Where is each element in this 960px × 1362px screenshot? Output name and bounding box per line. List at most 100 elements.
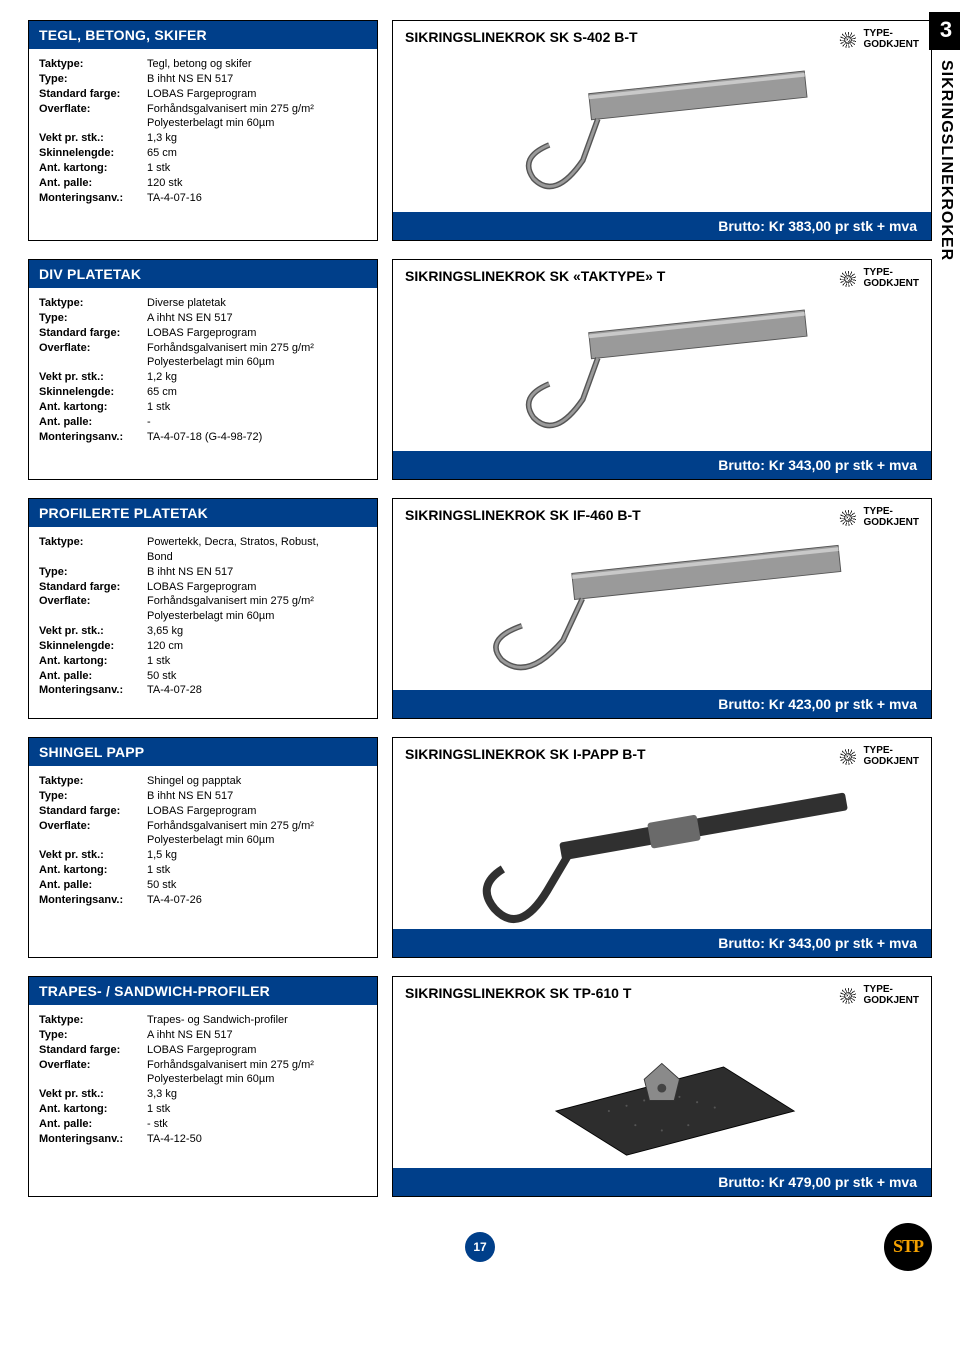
product-row: DIV PLATETAK Taktype: Diverse platetak T… (28, 259, 932, 480)
approval-badge: TYPE-GODKJENT (837, 29, 919, 50)
product-row: TEGL, BETONG, SKIFER Taktype: Tegl, beto… (28, 20, 932, 241)
spec-value: TA-4-07-16 (147, 191, 202, 206)
spec-line: Vekt pr. stk.: 3,3 kg (39, 1087, 367, 1102)
spec-line: Ant. kartong: 1 stk (39, 161, 367, 176)
spec-label: Standard farge: (39, 804, 147, 819)
spec-label: Overflate: (39, 819, 147, 834)
product-box: SIKRINGSLINEKROK SK S-402 B-T TYPE-GODKJ… (392, 20, 932, 241)
spec-label: Type: (39, 72, 147, 87)
spec-label: Monteringsanv.: (39, 191, 147, 206)
spec-label: Monteringsanv.: (39, 430, 147, 445)
product-row: TRAPES- / SANDWICH-PROFILER Taktype: Tra… (28, 976, 932, 1197)
spec-value: TA-4-07-18 (G-4-98-72) (147, 430, 262, 445)
spec-body: Taktype: Shingel og papptak Type: B ihht… (29, 766, 377, 918)
spec-label: Standard farge: (39, 326, 147, 341)
spec-title: TEGL, BETONG, SKIFER (29, 21, 377, 49)
spec-value: LOBAS Fargeprogram (147, 580, 256, 595)
spec-value: 1,3 kg (147, 131, 177, 146)
spec-value: A ihht NS EN 517 (147, 1028, 233, 1043)
spec-label: Type: (39, 1028, 147, 1043)
spec-line: Monteringsanv.: TA-4-12-50 (39, 1132, 367, 1147)
spec-value: 65 cm (147, 146, 177, 161)
spec-value: TA-4-12-50 (147, 1132, 202, 1147)
side-label: SIKRINGSLINEKROKER (937, 60, 955, 261)
spec-label: Ant. palle: (39, 1117, 147, 1132)
spec-value: Polyesterbelagt min 60µm (147, 1072, 274, 1087)
spec-value: Polyesterbelagt min 60µm (147, 116, 274, 131)
spec-label: Taktype: (39, 774, 147, 789)
approval-text: TYPE-GODKJENT (863, 29, 919, 50)
spec-label: Standard farge: (39, 1043, 147, 1058)
spec-title: DIV PLATETAK (29, 260, 377, 288)
spec-label (39, 355, 147, 370)
approval-badge: TYPE-GODKJENT (837, 507, 919, 528)
spec-label: Overflate: (39, 594, 147, 609)
spec-value: B ihht NS EN 517 (147, 565, 233, 580)
spec-label: Standard farge: (39, 580, 147, 595)
spec-line: Ant. palle: 50 stk (39, 878, 367, 893)
product-head: SIKRINGSLINEKROK SK I-PAPP B-T TYPE-GODK… (393, 738, 931, 771)
spec-value: Tegl, betong og skifer (147, 57, 252, 72)
spec-line: Taktype: Trapes- og Sandwich-profiler (39, 1013, 367, 1028)
spec-label: Skinnelengde: (39, 639, 147, 654)
spec-line: Standard farge: LOBAS Fargeprogram (39, 580, 367, 595)
spec-label: Skinnelengde: (39, 146, 147, 161)
spec-line: Monteringsanv.: TA-4-07-16 (39, 191, 367, 206)
spec-label: Taktype: (39, 57, 147, 72)
spec-value: 1,2 kg (147, 370, 177, 385)
spec-value: 120 cm (147, 639, 183, 654)
spec-body: Taktype: Trapes- og Sandwich-profiler Ty… (29, 1005, 377, 1157)
spec-line: Standard farge: LOBAS Fargeprogram (39, 87, 367, 102)
spec-line: Monteringsanv.: TA-4-07-28 (39, 683, 367, 698)
spec-value: Polyesterbelagt min 60µm (147, 833, 274, 848)
spec-label: Ant. kartong: (39, 400, 147, 415)
approval-badge: TYPE-GODKJENT (837, 985, 919, 1006)
spec-label: Overflate: (39, 341, 147, 356)
spec-value: Polyesterbelagt min 60µm (147, 355, 274, 370)
spec-value: 120 stk (147, 176, 182, 191)
spec-label: Ant. kartong: (39, 863, 147, 878)
spec-line: Overflate: Forhåndsgalvanisert min 275 g… (39, 341, 367, 356)
spec-label: Skinnelengde: (39, 385, 147, 400)
approval-icon (837, 988, 859, 1004)
spec-label: Taktype: (39, 1013, 147, 1028)
spec-line: Type: B ihht NS EN 517 (39, 789, 367, 804)
spec-box: TRAPES- / SANDWICH-PROFILER Taktype: Tra… (28, 976, 378, 1197)
product-row: SHINGEL PAPP Taktype: Shingel og papptak… (28, 737, 932, 958)
spec-box: PROFILERTE PLATETAK Taktype: Powertekk, … (28, 498, 378, 719)
spec-label: Vekt pr. stk.: (39, 624, 147, 639)
spec-line: Ant. kartong: 1 stk (39, 654, 367, 669)
spec-label: Ant. palle: (39, 669, 147, 684)
spec-body: Taktype: Tegl, betong og skifer Type: B … (29, 49, 377, 215)
spec-value: TA-4-07-28 (147, 683, 202, 698)
spec-value: Forhåndsgalvanisert min 275 g/m² (147, 1058, 314, 1073)
spec-line: Taktype: Diverse platetak (39, 296, 367, 311)
spec-line: Bond (39, 550, 367, 565)
spec-label: Monteringsanv.: (39, 683, 147, 698)
spec-line: Ant. kartong: 1 stk (39, 400, 367, 415)
spec-line: Ant. kartong: 1 stk (39, 863, 367, 878)
spec-line: Polyesterbelagt min 60µm (39, 116, 367, 131)
brand-logo: STP (884, 1223, 932, 1271)
spec-label (39, 116, 147, 131)
spec-value: LOBAS Fargeprogram (147, 1043, 256, 1058)
product-title: SIKRINGSLINEKROK SK IF-460 B-T (405, 507, 641, 523)
product-illustration (393, 771, 931, 929)
spec-value: 1 stk (147, 400, 170, 415)
approval-text: TYPE-GODKJENT (863, 985, 919, 1006)
spec-line: Polyesterbelagt min 60µm (39, 1072, 367, 1087)
spec-label: Standard farge: (39, 87, 147, 102)
spec-value: Polyesterbelagt min 60µm (147, 609, 274, 624)
product-box: SIKRINGSLINEKROK SK TP-610 T TYPE-GODKJE… (392, 976, 932, 1197)
spec-title: TRAPES- / SANDWICH-PROFILER (29, 977, 377, 1005)
spec-label: Type: (39, 565, 147, 580)
spec-box: TEGL, BETONG, SKIFER Taktype: Tegl, beto… (28, 20, 378, 241)
spec-value: Trapes- og Sandwich-profiler (147, 1013, 288, 1028)
spec-value: Forhåndsgalvanisert min 275 g/m² (147, 594, 314, 609)
spec-value: 1 stk (147, 1102, 170, 1117)
brutto-price: Brutto: Kr 343,00 pr stk + mva (393, 929, 931, 957)
product-title: SIKRINGSLINEKROK SK TP-610 T (405, 985, 631, 1001)
spec-line: Type: A ihht NS EN 517 (39, 1028, 367, 1043)
spec-line: Skinnelengde: 65 cm (39, 146, 367, 161)
spec-value: LOBAS Fargeprogram (147, 804, 256, 819)
